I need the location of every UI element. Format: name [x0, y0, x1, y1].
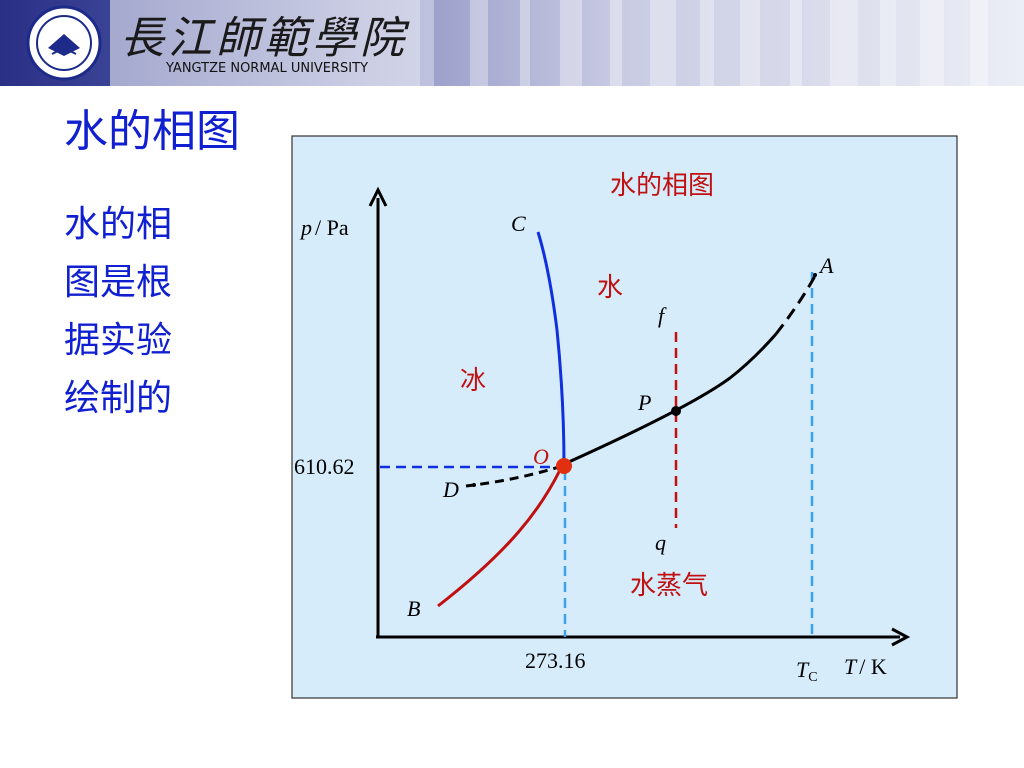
- side-text-line: 据实验: [64, 320, 173, 361]
- vaporization-curve-OA: [561, 333, 778, 467]
- point-D-label: D: [442, 477, 459, 502]
- side-text-line: 图是根: [64, 262, 173, 303]
- point-A-label: A: [818, 253, 834, 278]
- point-A-marker: [813, 273, 817, 277]
- side-text-line: 水的相: [64, 204, 173, 245]
- y-axis-arrow: [368, 186, 388, 207]
- region-liquid-label: 水: [597, 273, 623, 303]
- point-B-label: B: [407, 596, 420, 621]
- triple-point-marker: [556, 458, 572, 474]
- point-P-marker: [671, 406, 681, 416]
- diagram-panel: [291, 135, 958, 699]
- point-D-marker: [472, 483, 476, 487]
- logo-chinese-name: 長江師範學院: [120, 13, 408, 64]
- vaporization-curve-dashed-end: [774, 275, 817, 335]
- triple-point-temp-label: 273.16: [525, 648, 586, 673]
- point-O-label: O: [533, 444, 549, 469]
- point-C-label: C: [511, 211, 526, 236]
- fusion-curve-OC: [536, 231, 566, 466]
- point-f-label: f: [658, 303, 667, 328]
- metastable-curve-OD: [465, 464, 563, 488]
- header-banner: [0, 0, 1024, 86]
- x-axis-arrow: [891, 627, 911, 647]
- logo-english-name: YANGTZE NORMAL UNIVERSITY: [166, 61, 369, 76]
- side-description: 水的相 图是根 据实验 绘制的: [64, 196, 204, 428]
- slide-title: 水的相图: [64, 106, 240, 157]
- side-text-line: 绘制的: [64, 378, 173, 419]
- region-solid-label: 冰: [460, 366, 486, 396]
- point-P-label: P: [637, 390, 651, 415]
- region-vapor-label: 水蒸气: [630, 571, 708, 601]
- sublimation-curve-OB: [437, 469, 562, 608]
- point-q-label: q: [655, 530, 666, 555]
- diagram-title: 水的相图: [610, 171, 714, 201]
- x-axis-label: T / K: [844, 654, 887, 679]
- critical-temp-label: TC: [796, 657, 818, 685]
- triple-point-pressure-label: 610.62: [294, 454, 355, 479]
- y-axis-label: p / Pa: [299, 215, 349, 240]
- university-emblem-icon: [26, 5, 102, 81]
